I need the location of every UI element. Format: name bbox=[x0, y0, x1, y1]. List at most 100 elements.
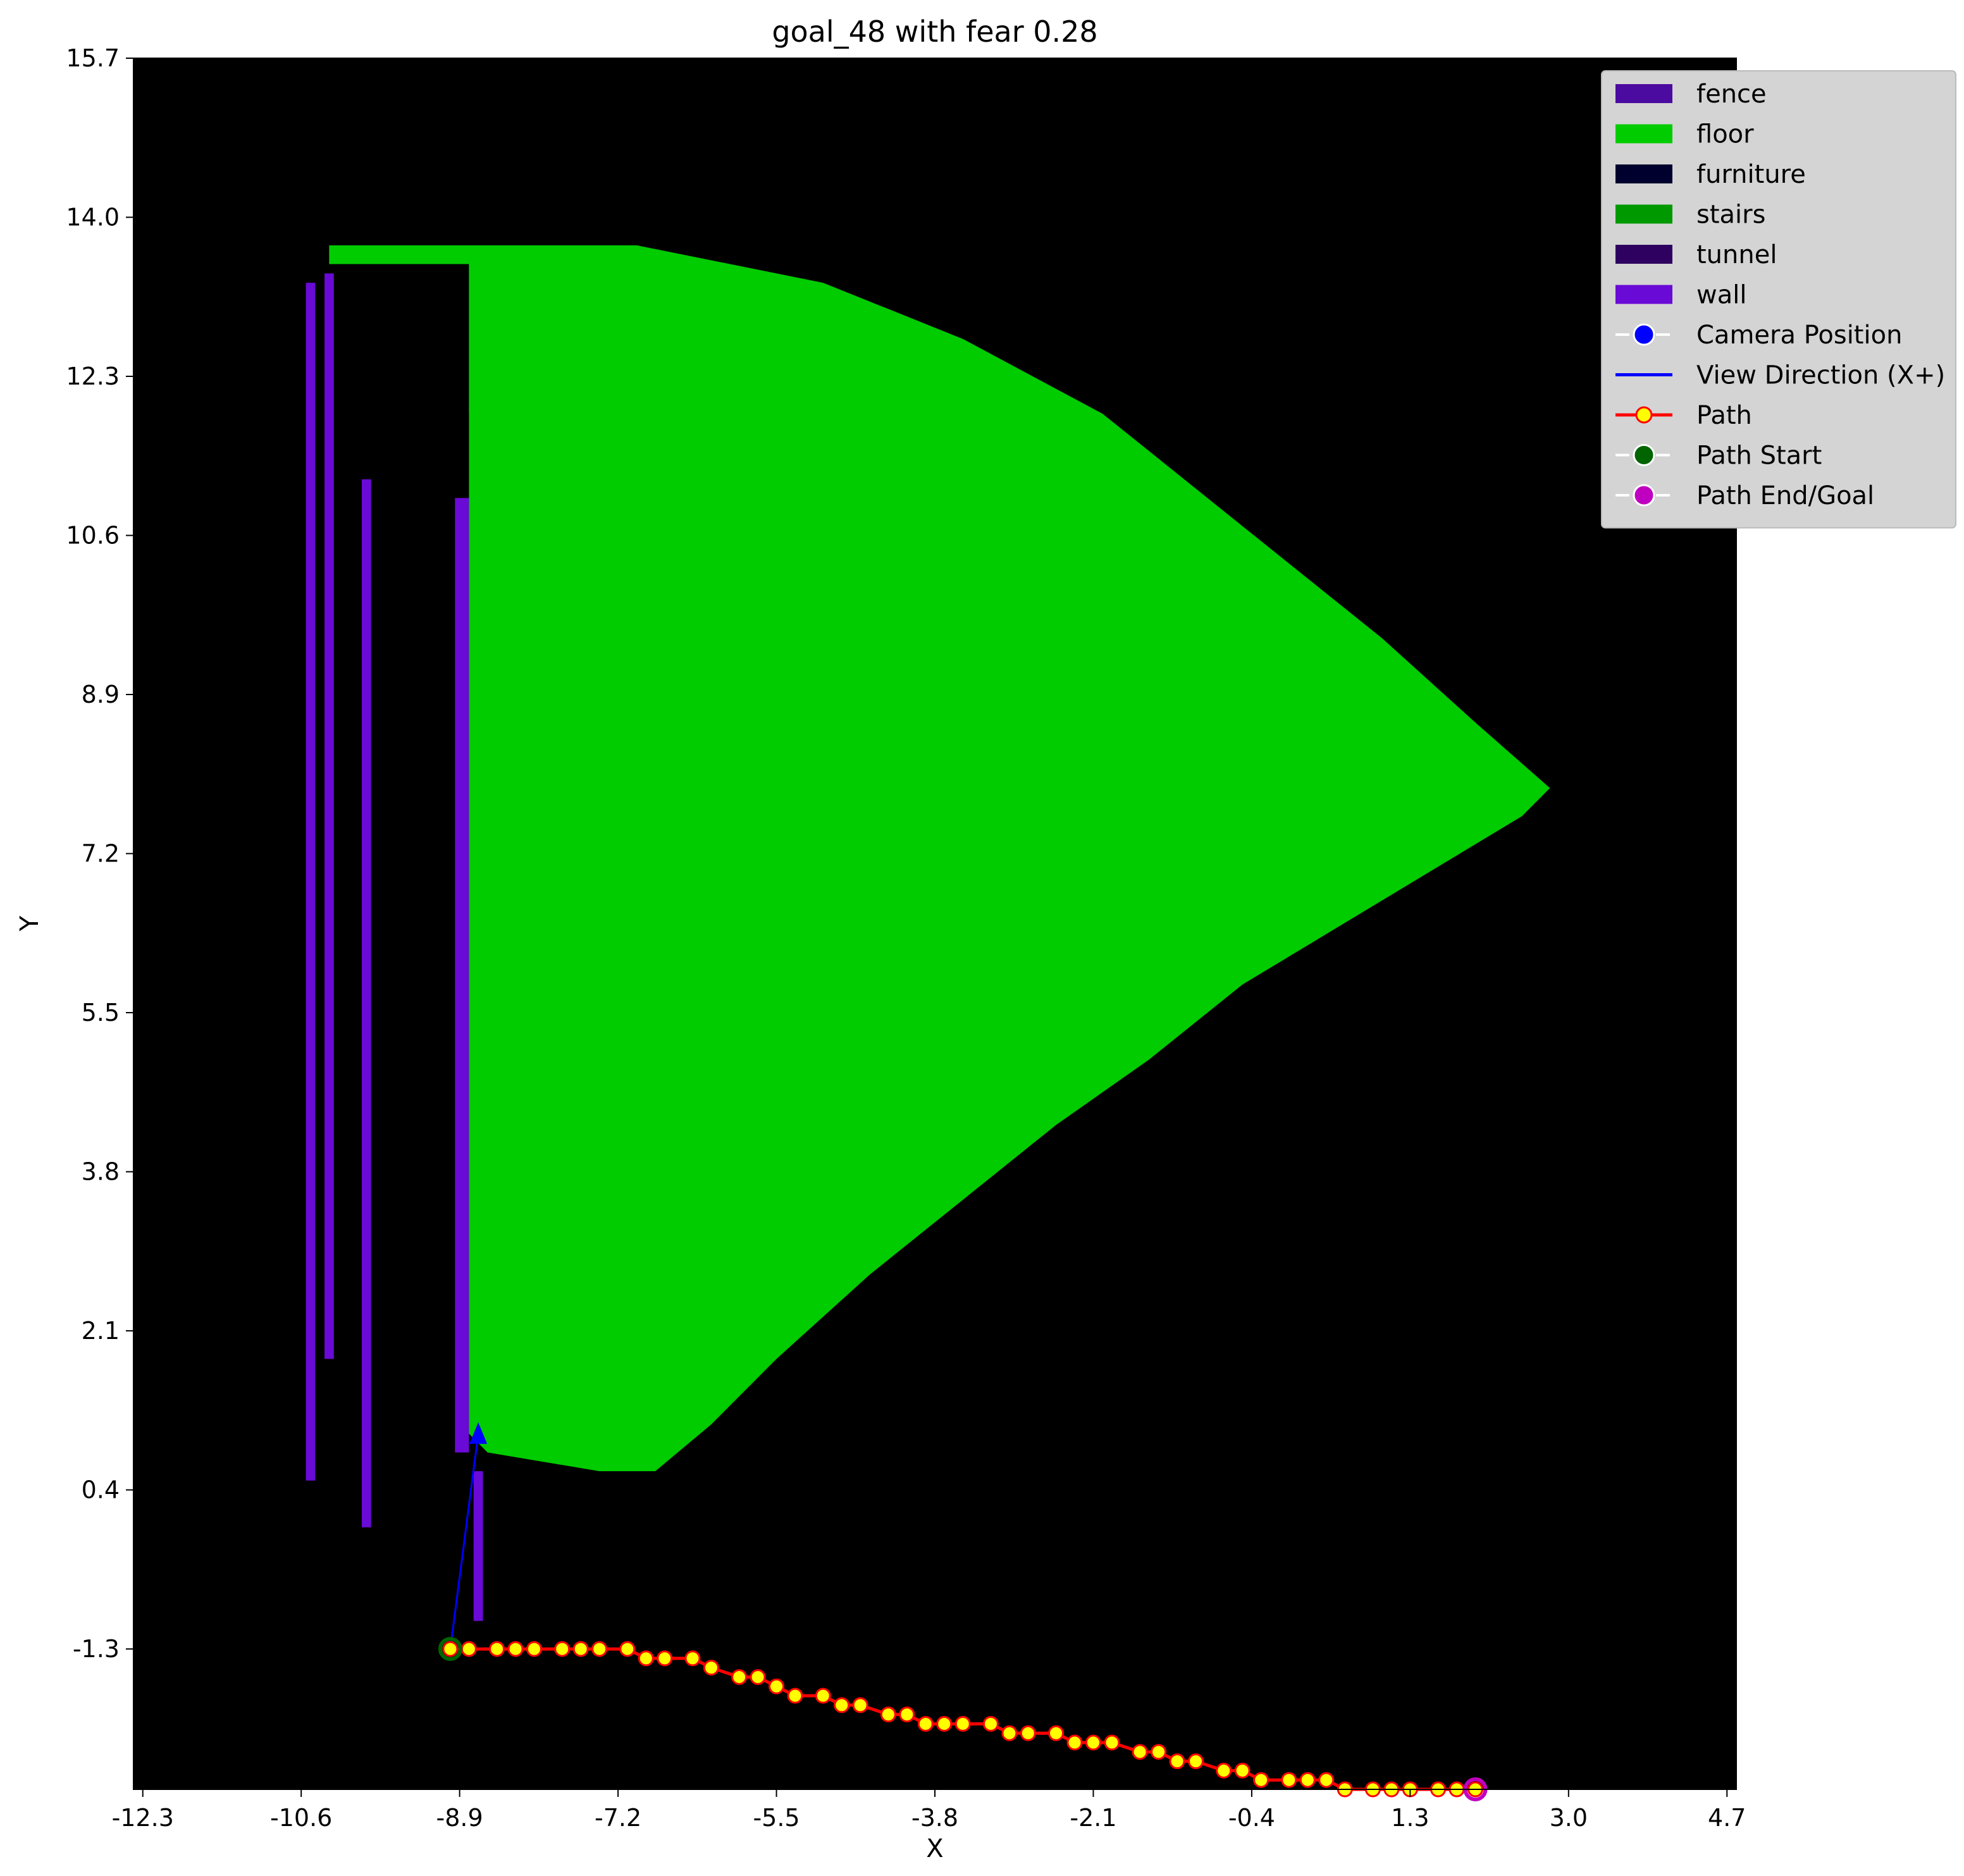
y-tick-label: 7.2 bbox=[82, 840, 120, 868]
legend-label: Camera Position bbox=[1696, 321, 1902, 350]
path-point bbox=[703, 1660, 719, 1676]
y-axis: 15.7 14.0 12.3 10.6 8.9 7.2 5.5 3.8 2.1 0.4 -1.3 bbox=[66, 44, 133, 1663]
legend-swatch bbox=[1615, 204, 1672, 224]
semantic-map bbox=[306, 245, 1550, 1621]
path-point bbox=[787, 1688, 803, 1704]
path-point bbox=[507, 1641, 524, 1657]
path-point bbox=[917, 1715, 934, 1732]
x-tick-label: 1.3 bbox=[1391, 1804, 1429, 1832]
legend-swatch bbox=[1615, 124, 1672, 144]
path-point bbox=[899, 1706, 915, 1723]
path-point bbox=[1085, 1734, 1101, 1751]
legend-marker bbox=[1633, 323, 1655, 346]
x-tick-label: -3.8 bbox=[911, 1804, 958, 1832]
path-point bbox=[1234, 1762, 1251, 1779]
path-point bbox=[1169, 1753, 1185, 1770]
path-point bbox=[1104, 1734, 1120, 1751]
path-point bbox=[1048, 1725, 1065, 1741]
legend-box bbox=[1601, 70, 1956, 529]
legend-label: wall bbox=[1696, 281, 1746, 310]
y-tick-label: 10.6 bbox=[66, 522, 120, 550]
x-tick-label: -0.4 bbox=[1228, 1804, 1275, 1832]
wall-strip bbox=[473, 1471, 483, 1621]
path-point bbox=[769, 1678, 785, 1694]
x-tick-label: 4.7 bbox=[1708, 1804, 1746, 1832]
path-point bbox=[526, 1641, 542, 1657]
path-point bbox=[750, 1669, 766, 1685]
path-point bbox=[1132, 1744, 1148, 1760]
path-point bbox=[684, 1650, 701, 1667]
y-tick-label: 15.7 bbox=[66, 44, 120, 72]
legend-label: Path End/Goal bbox=[1696, 481, 1874, 510]
path-point bbox=[1318, 1772, 1335, 1788]
view-direction-line bbox=[449, 1433, 479, 1650]
legend-label: furniture bbox=[1696, 160, 1806, 189]
legend-marker bbox=[1633, 484, 1655, 507]
legend-marker bbox=[1635, 406, 1653, 424]
x-tick-label: -10.6 bbox=[270, 1804, 332, 1832]
path-point bbox=[834, 1697, 850, 1713]
path-point bbox=[591, 1641, 608, 1657]
path-point bbox=[1216, 1762, 1232, 1779]
y-tick-label: 0.4 bbox=[82, 1476, 120, 1504]
path-point bbox=[1299, 1772, 1316, 1788]
x-axis: -12.3 -10.6 -8.9 -7.2 -5.5 -3.8 -2.1 -0.4 1.3 3.0… bbox=[112, 1789, 1746, 1832]
y-tick-label: 12.3 bbox=[66, 362, 120, 390]
view-direction-arrowhead bbox=[469, 1422, 488, 1444]
x-tick-label: -7.2 bbox=[595, 1804, 641, 1832]
path-point bbox=[460, 1641, 477, 1657]
floor-region bbox=[329, 245, 1550, 1471]
legend-label: stairs bbox=[1696, 201, 1765, 230]
y-tick-label: 14.0 bbox=[66, 204, 120, 231]
path-point bbox=[815, 1688, 831, 1704]
chart-title: goal_48 with fear 0.28 bbox=[772, 15, 1097, 49]
dark-band-region bbox=[357, 414, 469, 1471]
path-point bbox=[1066, 1734, 1083, 1751]
path-point bbox=[442, 1641, 459, 1657]
path-point bbox=[1188, 1753, 1204, 1770]
legend-label: Path bbox=[1696, 401, 1752, 430]
path-point bbox=[880, 1706, 896, 1723]
path-point bbox=[1253, 1772, 1269, 1788]
legend-swatch bbox=[1615, 285, 1672, 304]
path-point bbox=[852, 1697, 868, 1713]
x-tick-label: -2.1 bbox=[1070, 1804, 1116, 1832]
path-point bbox=[489, 1641, 505, 1657]
path-point bbox=[638, 1650, 654, 1667]
wall-strip bbox=[361, 479, 371, 1527]
wall-strip bbox=[324, 273, 334, 1359]
path-point bbox=[1151, 1744, 1167, 1760]
legend-label: View Direction (X+) bbox=[1696, 361, 1945, 390]
path-point bbox=[954, 1715, 971, 1732]
wall-strip bbox=[306, 283, 316, 1481]
path-point bbox=[936, 1715, 953, 1732]
legend-swatch bbox=[1615, 164, 1672, 183]
y-tick-label: 3.8 bbox=[82, 1158, 120, 1186]
plot-area bbox=[133, 58, 1737, 1801]
x-tick-label: -8.9 bbox=[436, 1804, 483, 1832]
wall-strip bbox=[455, 498, 469, 1453]
x-tick-label: 3.0 bbox=[1550, 1804, 1588, 1832]
y-axis-label: Y bbox=[15, 915, 44, 932]
x-axis-label: X bbox=[926, 1834, 943, 1863]
legend-label: tunnel bbox=[1696, 240, 1777, 269]
legend-swatch bbox=[1615, 245, 1672, 264]
path-point bbox=[1020, 1725, 1036, 1741]
path-start-marker bbox=[438, 1637, 462, 1662]
legend-swatch bbox=[1615, 84, 1672, 103]
path-point bbox=[554, 1641, 571, 1657]
path-point bbox=[619, 1641, 636, 1657]
y-tick-label: 2.1 bbox=[82, 1317, 120, 1345]
legend-label: floor bbox=[1696, 120, 1754, 149]
legend-label: fence bbox=[1696, 80, 1767, 109]
path-point bbox=[1281, 1772, 1297, 1788]
legend-marker bbox=[1633, 444, 1655, 466]
path-point bbox=[572, 1641, 589, 1657]
y-tick-label: -1.3 bbox=[73, 1635, 120, 1663]
legend-label: Path Start bbox=[1696, 441, 1822, 471]
x-tick-label: -5.5 bbox=[753, 1804, 800, 1832]
path-point bbox=[657, 1650, 673, 1667]
y-tick-label: 8.9 bbox=[82, 681, 120, 708]
path-point bbox=[982, 1715, 999, 1732]
